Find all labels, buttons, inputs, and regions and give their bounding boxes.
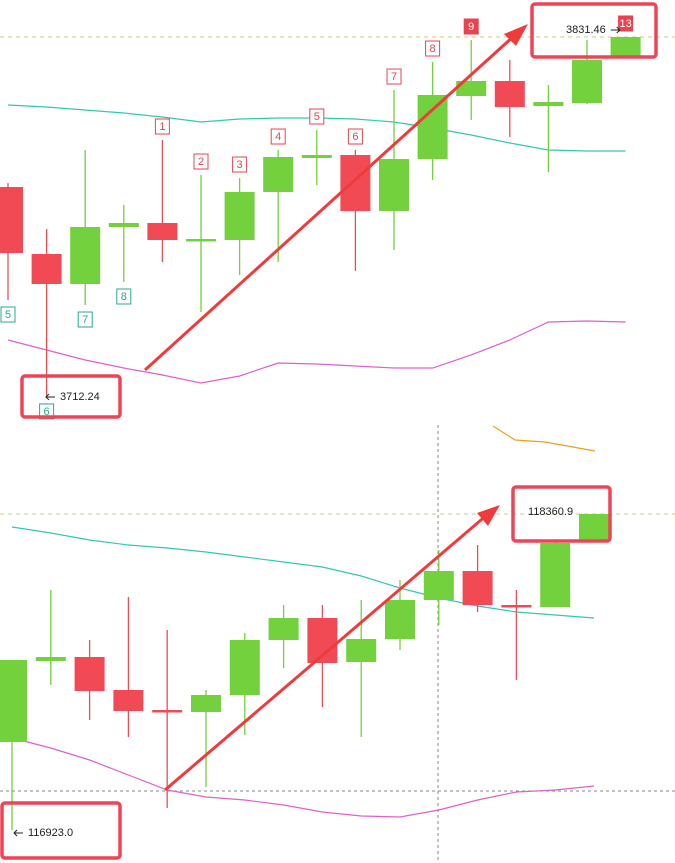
- count-label-box: [116, 288, 132, 305]
- price-arrow: [45, 393, 55, 401]
- highlight-box: [511, 485, 612, 543]
- candle-body: [501, 605, 532, 608]
- candle-body: [70, 226, 101, 284]
- count-label: 1: [159, 121, 165, 133]
- count-label-box: [386, 68, 402, 85]
- count-label: 5: [5, 309, 11, 321]
- price-arrow: [13, 829, 23, 837]
- count-label-box: [309, 108, 325, 125]
- count-label-box: [77, 311, 93, 328]
- candle-body: [268, 617, 299, 640]
- count-label: 8: [430, 43, 436, 55]
- annotations: [0, 2, 658, 860]
- candle-body: [31, 254, 62, 284]
- candle-body: [74, 656, 105, 691]
- highlight-box: [0, 801, 122, 860]
- candle-body: [494, 81, 525, 108]
- candle-body: [152, 709, 183, 713]
- candle-body: [456, 81, 487, 96]
- count-label-box: [270, 128, 286, 145]
- price-arrow: [610, 26, 621, 34]
- count-label: 7: [391, 71, 397, 83]
- count-label: 7: [82, 314, 88, 326]
- candle-body: [540, 543, 571, 607]
- count-label-box: [463, 18, 479, 35]
- candle-body: [224, 191, 255, 241]
- count-label: 6: [352, 131, 358, 143]
- count-label: 8: [121, 291, 127, 303]
- count-label-box: [0, 306, 16, 323]
- candle-body: [346, 638, 377, 663]
- price-label: 116923.0: [28, 827, 73, 839]
- count-label-box: [425, 40, 441, 57]
- candle-body: [113, 689, 144, 711]
- count-label: 4: [275, 131, 281, 143]
- candle-body: [417, 95, 448, 159]
- arrow-head: [504, 24, 528, 46]
- band-line: [11, 737, 595, 818]
- candle-body: [610, 36, 641, 58]
- candle-body: [572, 60, 602, 104]
- count-label: 9: [468, 21, 474, 33]
- candle-body: [147, 222, 178, 241]
- count-label: 6: [44, 406, 50, 418]
- price-label: 3831.46: [566, 24, 606, 36]
- band-line: [7, 320, 626, 384]
- price-label: 3712.24: [60, 391, 100, 403]
- highlight-box: [530, 2, 658, 59]
- indicator-line: [492, 425, 596, 452]
- candle-body: [0, 659, 27, 742]
- count-label-box: [232, 156, 248, 173]
- candle-body: [579, 514, 609, 543]
- count-label: 3: [237, 159, 243, 171]
- candle-body: [340, 154, 371, 212]
- count-label-box: [347, 128, 363, 145]
- candle-body: [379, 158, 409, 212]
- candle-body: [108, 222, 139, 227]
- count-label: 2: [198, 156, 204, 168]
- band-line: [11, 526, 595, 619]
- candle-body: [462, 571, 493, 606]
- candle-body: [35, 656, 66, 661]
- trend-arrow: [143, 33, 517, 372]
- count-label-box: [39, 403, 55, 420]
- count-label-box: [154, 118, 170, 135]
- count-label: 5: [314, 111, 320, 123]
- trend-arrow: [164, 512, 489, 792]
- arrow-head: [477, 505, 500, 526]
- candle-body: [385, 599, 415, 639]
- candle-body: [263, 156, 294, 192]
- marks: 5 6 7 8 1 2 3 4 5 6 7 8 9 13 3831.46 3712.24 118360.9 116…: [0, 15, 675, 839]
- candle-body: [533, 101, 564, 106]
- candle-body: [186, 238, 216, 242]
- count-label: 13: [619, 18, 631, 30]
- candle-body: [301, 154, 332, 159]
- count-label-box: [618, 15, 634, 32]
- highlight-box: [20, 374, 122, 419]
- candle-body: [423, 571, 454, 600]
- count-label-box: [193, 153, 209, 170]
- candle-body: [0, 187, 23, 253]
- candle-body: [229, 639, 260, 696]
- price-label: 118360.9: [528, 506, 573, 518]
- candle-body: [191, 695, 221, 713]
